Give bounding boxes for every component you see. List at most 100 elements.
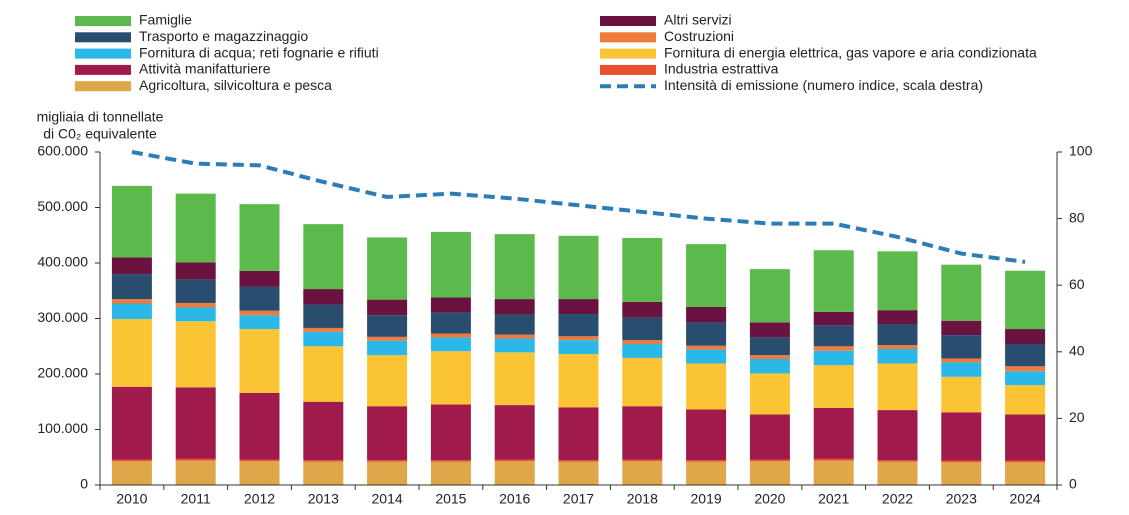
bar-segment bbox=[303, 327, 344, 332]
bar-segment bbox=[877, 349, 918, 364]
bar-segment bbox=[813, 325, 854, 347]
y2-tick-label: 60 bbox=[1069, 276, 1085, 292]
bar-segment bbox=[622, 344, 663, 358]
bar-segment bbox=[303, 289, 344, 305]
bar-segment bbox=[239, 461, 280, 485]
bar-segment bbox=[1005, 385, 1046, 415]
bar-segment bbox=[941, 376, 982, 413]
bar-segment bbox=[622, 317, 663, 341]
bar-segment bbox=[941, 320, 982, 336]
y-axis-label: di C0₂ equivalente bbox=[43, 126, 157, 142]
x-tick-label: 2015 bbox=[435, 491, 466, 507]
y2-tick-label: 80 bbox=[1069, 209, 1085, 225]
y2-tick-label: 0 bbox=[1069, 476, 1077, 492]
bar-segment bbox=[303, 460, 344, 462]
bar-segment bbox=[941, 412, 982, 461]
bar-segment bbox=[303, 461, 344, 485]
legend-swatch bbox=[75, 32, 131, 43]
bar-segment bbox=[430, 460, 471, 462]
bar-segment bbox=[877, 324, 918, 346]
bar-segment bbox=[111, 299, 152, 304]
bar-segment bbox=[813, 460, 854, 485]
bar-segment bbox=[749, 322, 790, 338]
bar-segment bbox=[175, 193, 216, 263]
y2-tick-label: 100 bbox=[1069, 143, 1093, 159]
bar-segment bbox=[367, 461, 408, 485]
bar-segment bbox=[941, 358, 982, 363]
legend-swatch bbox=[75, 48, 131, 59]
legend-label: Famiglie bbox=[139, 12, 192, 28]
x-tick-label: 2016 bbox=[499, 491, 530, 507]
x-tick-label: 2012 bbox=[244, 491, 275, 507]
bar-segment bbox=[494, 459, 535, 462]
bar-segment bbox=[941, 362, 982, 377]
bar-segment bbox=[749, 373, 790, 415]
x-tick-label: 2013 bbox=[308, 491, 339, 507]
bar-segment bbox=[813, 250, 854, 312]
bar-segment bbox=[303, 304, 344, 328]
bar-segment bbox=[430, 461, 471, 485]
bar-segment bbox=[430, 333, 471, 338]
bar-segment bbox=[558, 461, 599, 485]
x-tick-label: 2024 bbox=[1010, 491, 1041, 507]
bar-segment bbox=[1005, 329, 1046, 345]
bar-segment bbox=[1005, 460, 1046, 463]
bar-segment bbox=[686, 322, 727, 346]
bar-segment bbox=[430, 297, 471, 313]
intensity-line bbox=[131, 150, 1026, 264]
bar-segment bbox=[175, 262, 216, 280]
legend-swatch bbox=[600, 64, 656, 75]
bar-segment bbox=[494, 405, 535, 460]
bar-segment bbox=[1005, 371, 1046, 386]
legend-label: Agricoltura, silvicoltura e pesca bbox=[139, 77, 332, 93]
bar-segment bbox=[749, 355, 790, 360]
legend-label: Attività manifatturiere bbox=[139, 61, 271, 77]
bar-segment bbox=[1005, 270, 1046, 330]
bar-segment bbox=[430, 404, 471, 461]
bar-segment bbox=[622, 340, 663, 345]
bar-segment bbox=[239, 329, 280, 393]
bar-segment bbox=[749, 459, 790, 462]
bar-segment bbox=[111, 319, 152, 387]
bar-segment bbox=[941, 264, 982, 321]
bar-segment bbox=[239, 315, 280, 330]
bar-segment bbox=[239, 204, 280, 271]
bar-segment bbox=[239, 270, 280, 287]
bar-segment bbox=[367, 299, 408, 316]
legend-swatch bbox=[75, 81, 131, 92]
bar-segment bbox=[558, 314, 599, 337]
bar-segment bbox=[877, 410, 918, 461]
bar-segment bbox=[686, 363, 727, 410]
bar-segment bbox=[558, 340, 599, 355]
legend-swatch bbox=[75, 64, 131, 75]
bar-segment bbox=[622, 301, 663, 318]
bar-segment bbox=[367, 406, 408, 461]
bar-segment bbox=[558, 460, 599, 462]
bar-segment bbox=[1005, 344, 1046, 367]
bar-segment bbox=[941, 460, 982, 463]
bar-segment bbox=[175, 279, 216, 303]
bar-segment bbox=[367, 237, 408, 300]
legend-label: Fornitura di acqua; reti fognarie e rifi… bbox=[139, 44, 379, 60]
x-tick-label: 2010 bbox=[116, 491, 147, 507]
legend-label: Industria estrattiva bbox=[664, 61, 779, 77]
y-tick-label: 600.000 bbox=[37, 143, 88, 159]
bar-segment bbox=[111, 303, 152, 320]
bar-segment bbox=[877, 310, 918, 325]
bar-segment bbox=[877, 251, 918, 311]
bar-segment bbox=[111, 274, 152, 300]
bar-segment bbox=[1005, 414, 1046, 461]
bar-segment bbox=[494, 234, 535, 300]
bar-segment bbox=[877, 460, 918, 462]
bar-segment bbox=[239, 459, 280, 462]
bar-segment bbox=[303, 346, 344, 402]
bar-segment bbox=[558, 235, 599, 300]
bar-segment bbox=[175, 460, 216, 485]
bar-segment bbox=[686, 460, 727, 462]
x-tick-label: 2011 bbox=[181, 491, 211, 507]
bar-segment bbox=[494, 461, 535, 485]
y-tick-label: 500.000 bbox=[37, 198, 88, 214]
x-tick-label: 2014 bbox=[372, 491, 403, 507]
bar-segment bbox=[494, 299, 535, 315]
